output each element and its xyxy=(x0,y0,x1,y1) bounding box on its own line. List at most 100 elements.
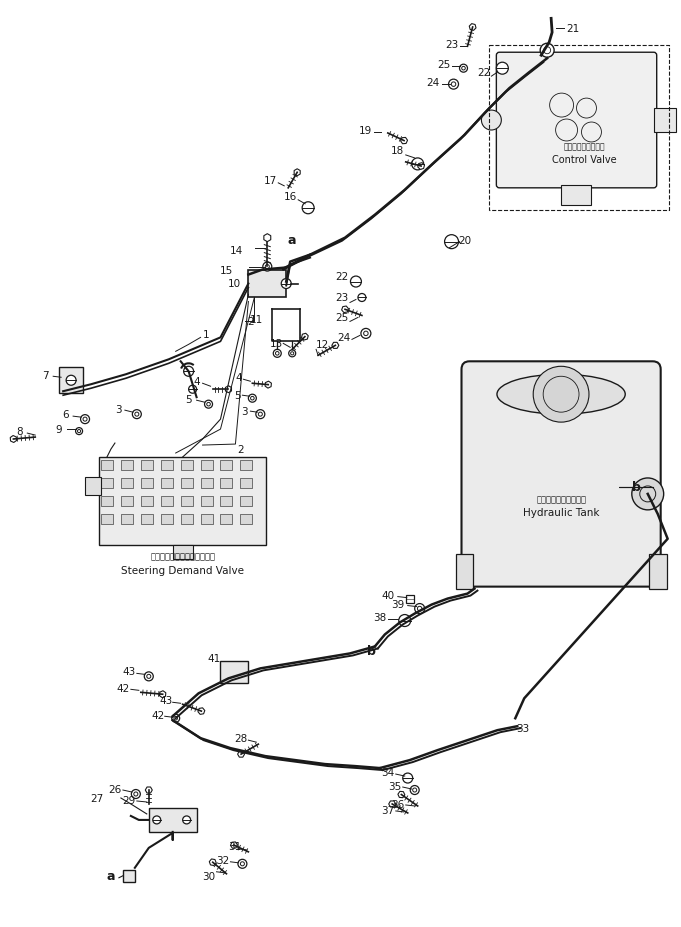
Bar xyxy=(221,514,232,525)
Circle shape xyxy=(240,862,244,866)
Ellipse shape xyxy=(497,375,625,414)
Bar xyxy=(561,185,591,206)
Circle shape xyxy=(364,332,368,337)
Polygon shape xyxy=(332,343,339,349)
Circle shape xyxy=(276,352,279,356)
Polygon shape xyxy=(238,751,244,757)
Text: ステアリングデマンドバルブ: ステアリングデマンドバルブ xyxy=(150,552,215,561)
Circle shape xyxy=(413,788,417,793)
Polygon shape xyxy=(342,307,349,313)
Circle shape xyxy=(131,790,140,799)
Bar xyxy=(180,514,193,525)
Bar xyxy=(221,461,232,471)
Text: 42: 42 xyxy=(151,710,164,720)
Circle shape xyxy=(358,294,366,302)
Circle shape xyxy=(460,65,467,73)
Polygon shape xyxy=(145,787,153,794)
Circle shape xyxy=(144,672,153,681)
Circle shape xyxy=(183,816,191,824)
Circle shape xyxy=(533,367,589,423)
Bar xyxy=(121,478,133,489)
Circle shape xyxy=(251,397,254,400)
Bar xyxy=(240,478,253,489)
Bar xyxy=(406,595,413,603)
Text: 29: 29 xyxy=(123,795,136,806)
Text: a: a xyxy=(107,870,115,883)
Text: 40: 40 xyxy=(381,590,394,600)
Bar xyxy=(654,109,676,133)
Text: 2: 2 xyxy=(247,317,254,327)
Circle shape xyxy=(153,816,161,824)
Text: 3: 3 xyxy=(241,407,248,417)
Bar xyxy=(101,514,113,525)
Text: Steering Demand Valve: Steering Demand Valve xyxy=(121,565,244,575)
Circle shape xyxy=(204,400,212,409)
Bar xyxy=(649,554,667,589)
Polygon shape xyxy=(225,387,232,393)
Circle shape xyxy=(266,265,269,270)
Polygon shape xyxy=(10,436,16,443)
Text: 21: 21 xyxy=(567,24,580,34)
Bar xyxy=(141,496,153,506)
Text: 17: 17 xyxy=(264,175,277,185)
Text: 22: 22 xyxy=(335,272,349,281)
Circle shape xyxy=(302,203,314,214)
Bar xyxy=(121,496,133,506)
Bar xyxy=(101,478,113,489)
Text: コントロールバルブ: コントロールバルブ xyxy=(563,142,605,151)
Text: 8: 8 xyxy=(16,426,22,437)
Text: ハイドロリックタンク: ハイドロリックタンク xyxy=(536,494,586,503)
Text: 11: 11 xyxy=(250,315,263,325)
Circle shape xyxy=(402,773,413,783)
Text: 13: 13 xyxy=(270,339,283,349)
Circle shape xyxy=(132,411,142,419)
Text: 23: 23 xyxy=(335,293,349,303)
Circle shape xyxy=(415,603,425,614)
Polygon shape xyxy=(209,859,216,866)
Bar xyxy=(161,496,173,506)
Circle shape xyxy=(80,415,89,425)
Circle shape xyxy=(481,111,501,131)
Text: 5: 5 xyxy=(234,391,241,400)
Text: 15: 15 xyxy=(220,265,233,275)
Circle shape xyxy=(351,277,362,287)
Circle shape xyxy=(281,279,291,289)
Text: 32: 32 xyxy=(216,855,229,865)
Text: 5: 5 xyxy=(185,395,192,405)
Polygon shape xyxy=(159,691,165,698)
Text: 34: 34 xyxy=(381,768,394,777)
Polygon shape xyxy=(400,138,407,145)
Bar xyxy=(101,496,113,506)
Text: 25: 25 xyxy=(437,60,450,70)
Circle shape xyxy=(462,68,465,70)
Text: 43: 43 xyxy=(123,667,136,677)
Polygon shape xyxy=(265,382,272,388)
Text: 22: 22 xyxy=(477,68,490,78)
Text: 4: 4 xyxy=(193,377,200,387)
Text: 4: 4 xyxy=(235,373,242,383)
Circle shape xyxy=(445,235,458,249)
Circle shape xyxy=(134,793,138,796)
Text: 3: 3 xyxy=(116,405,122,414)
Circle shape xyxy=(184,367,193,377)
Circle shape xyxy=(78,430,80,433)
Text: 25: 25 xyxy=(335,313,349,324)
Bar xyxy=(141,514,153,525)
Bar xyxy=(123,870,135,882)
Circle shape xyxy=(289,350,296,358)
Circle shape xyxy=(147,675,151,679)
Bar xyxy=(141,461,153,471)
Text: 6: 6 xyxy=(62,410,68,420)
Polygon shape xyxy=(417,163,424,171)
Circle shape xyxy=(258,413,262,417)
Circle shape xyxy=(207,403,210,407)
Text: 41: 41 xyxy=(208,654,221,664)
Bar xyxy=(173,545,193,559)
Circle shape xyxy=(449,80,458,90)
Bar xyxy=(490,46,669,210)
Bar xyxy=(141,478,153,489)
Text: 37: 37 xyxy=(381,805,394,815)
Circle shape xyxy=(238,859,247,869)
Text: 1: 1 xyxy=(203,330,210,340)
Circle shape xyxy=(496,63,508,75)
